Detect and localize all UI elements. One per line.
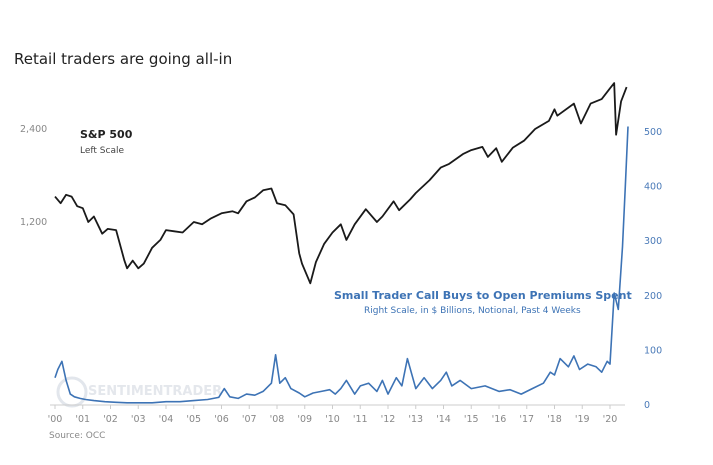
watermark-text: SENTIMENTRADER <box>88 384 222 399</box>
x-tick-label: '09 <box>297 414 312 425</box>
x-tick-label: '18 <box>547 414 562 425</box>
x-tick-label: '01 <box>75 414 90 425</box>
x-tick-label: '19 <box>575 414 590 425</box>
x-tick-label: '17 <box>519 414 534 425</box>
left-tick-label: 1,200 <box>20 217 47 228</box>
sp500-label: S&P 500 <box>80 128 133 141</box>
x-tick-label: '02 <box>103 414 118 425</box>
right-tick-label: 0 <box>644 400 650 411</box>
x-tick-label: '16 <box>492 414 507 425</box>
watermark: SENTIMENTRADER <box>56 376 222 408</box>
watermark-logo-icon <box>56 376 88 408</box>
x-tick-label: '12 <box>381 414 396 425</box>
x-tick-label: '11 <box>353 414 368 425</box>
x-tick-label: '07 <box>242 414 257 425</box>
x-tick-label: '14 <box>436 414 451 425</box>
sp500-line <box>54 82 628 285</box>
calls-label: Small Trader Call Buys to Open Premiums … <box>334 289 632 302</box>
x-tick-label: '15 <box>464 414 479 425</box>
chart-title: Retail traders are going all-in <box>14 50 233 68</box>
right-tick-label: 100 <box>644 345 662 356</box>
right-tick-label: 300 <box>644 236 662 247</box>
sp500-sublabel: Left Scale <box>80 146 124 156</box>
call-premiums-line <box>54 126 629 404</box>
x-tick-label: '08 <box>270 414 285 425</box>
right-tick-label: 200 <box>644 291 662 302</box>
left-tick-label: 2,400 <box>20 124 47 135</box>
calls-sublabel: Right Scale, in $ Billions, Notional, Pa… <box>364 306 581 316</box>
x-tick-label: '03 <box>131 414 146 425</box>
source-note: Source: OCC <box>49 431 106 441</box>
x-tick-label: '10 <box>325 414 340 425</box>
x-tick-label: '04 <box>159 414 174 425</box>
right-tick-label: 400 <box>644 182 662 193</box>
x-tick-label: '20 <box>603 414 618 425</box>
x-tick-label: '05 <box>186 414 201 425</box>
x-tick-label: '13 <box>408 414 423 425</box>
x-tick-label: '00 <box>48 414 63 425</box>
x-tick-label: '06 <box>214 414 229 425</box>
right-tick-label: 500 <box>644 127 662 138</box>
